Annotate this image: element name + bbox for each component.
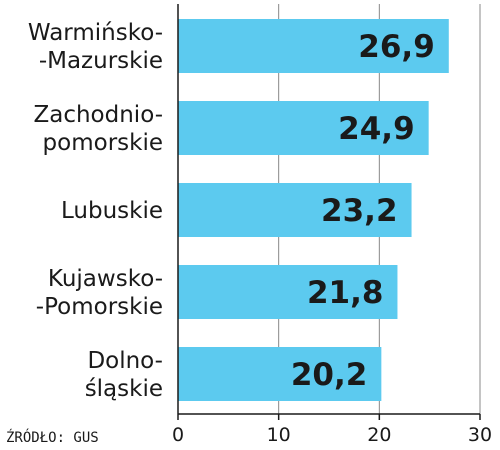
axis-layer: 0 10 20 30 <box>172 4 492 446</box>
value-label: 21,8 <box>307 275 384 311</box>
label-layer: 26,9 Warmińsko--Mazurskie 24,9 Zachodnio-po… <box>28 20 435 402</box>
bar <box>178 347 382 401</box>
bar-layer <box>178 19 449 401</box>
category-label: Zachodnio- <box>33 102 163 128</box>
category-label: pomorskie <box>43 130 163 156</box>
source-note: ŹRÓDŁO: GUS <box>6 428 99 446</box>
bar <box>178 265 398 319</box>
category-label: Warmińsko- <box>28 20 163 46</box>
bar <box>178 101 429 155</box>
category-label: śląskie <box>85 376 163 402</box>
category-label: Lubuskie <box>61 198 163 224</box>
category-label: Kujawsko- <box>48 266 163 292</box>
bar <box>178 183 412 237</box>
value-label: 26,9 <box>358 29 435 65</box>
value-label: 24,9 <box>338 111 415 147</box>
value-label: 23,2 <box>321 193 398 229</box>
x-tick-label: 30 <box>468 424 492 446</box>
value-label: 20,2 <box>291 357 368 393</box>
category-label: -Pomorskie <box>36 294 163 320</box>
category-label: Dolno- <box>87 348 163 374</box>
category-label: -Mazurskie <box>39 48 163 74</box>
x-tick-label: 10 <box>267 424 291 446</box>
x-tick-label: 0 <box>172 424 184 446</box>
x-tick-label: 20 <box>367 424 391 446</box>
bar <box>178 19 449 73</box>
